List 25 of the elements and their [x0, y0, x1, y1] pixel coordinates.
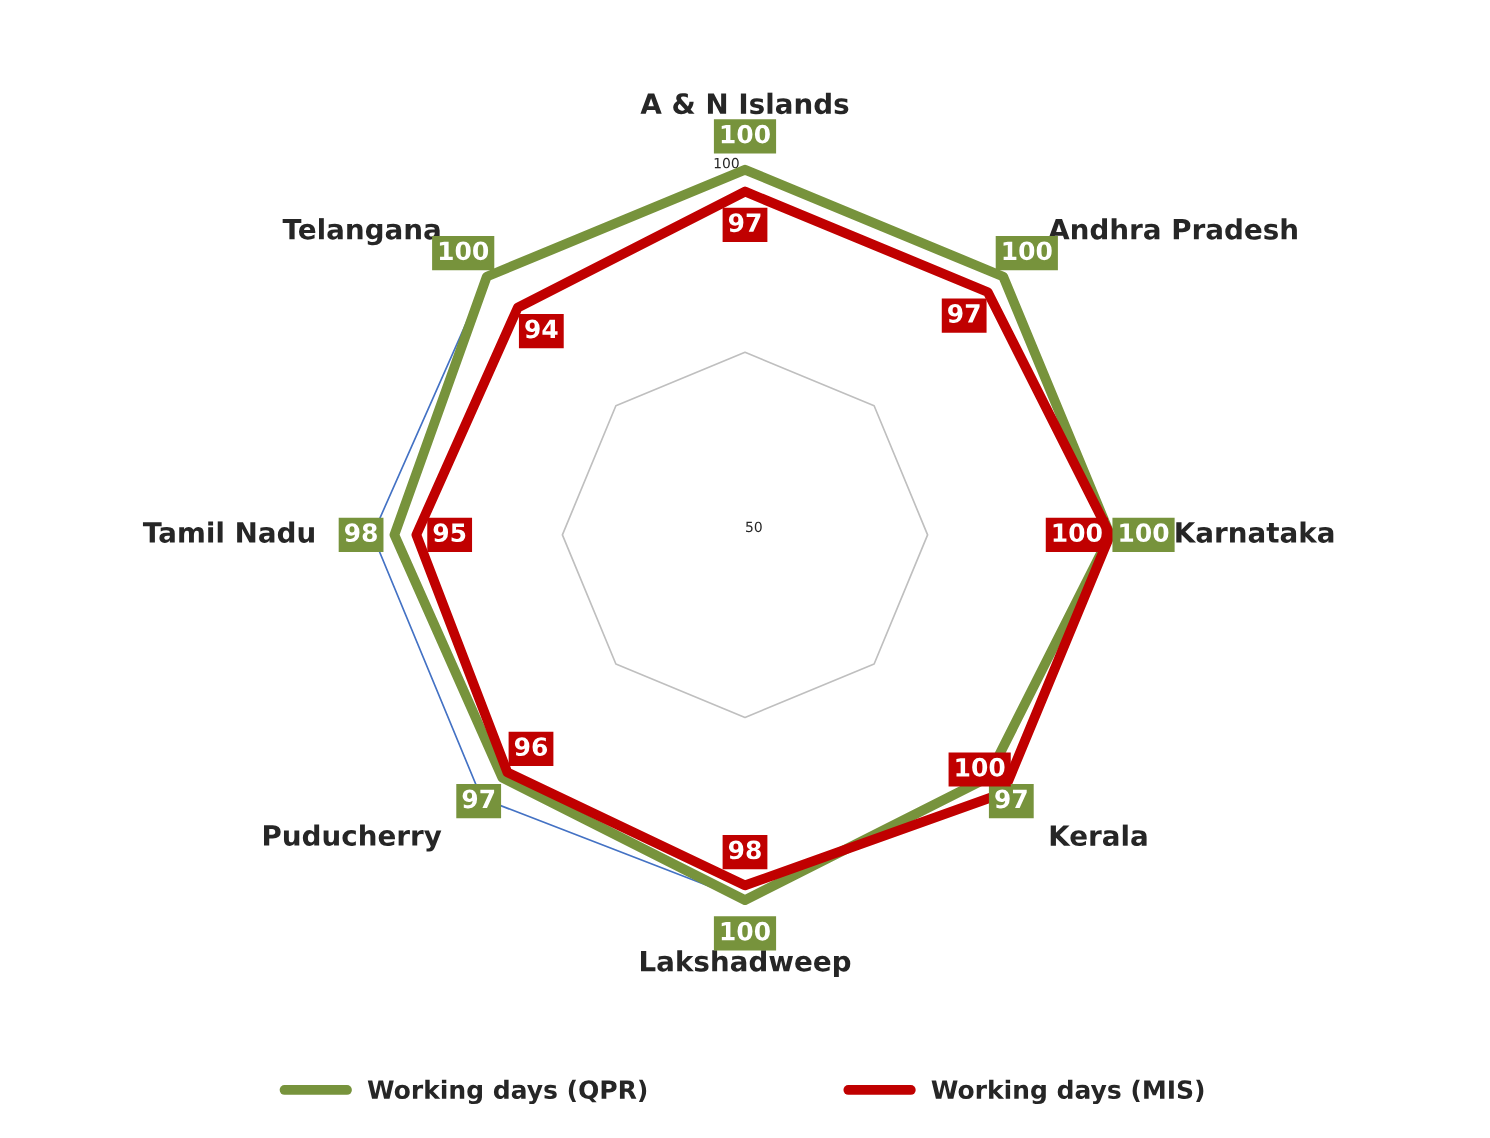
legend-label: Working days (MIS)	[931, 1079, 1204, 1105]
data-label: 97	[462, 789, 495, 809]
data-label: 97	[948, 304, 980, 323]
legend-label: Working days (QPR)	[367, 1079, 647, 1105]
y-tick-label: 50	[746, 521, 762, 533]
data-label: 98	[728, 840, 761, 860]
data-label: 97	[728, 213, 761, 233]
spoke-label: Lakshadweep	[641, 950, 851, 978]
data-label: 100	[1120, 523, 1169, 543]
data-label: 100	[439, 241, 489, 261]
data-label: 95	[433, 523, 466, 543]
spoke-label: Telangana	[282, 218, 440, 246]
spoke-label: A & N Islands	[640, 92, 849, 115]
spoke-label: Andhra Pradesh	[1048, 218, 1297, 240]
data-label: 97	[995, 789, 1027, 809]
data-label: 94	[525, 319, 558, 339]
spoke-label: Puducherry	[264, 824, 442, 852]
spoke-label: Tamil Nadu	[142, 521, 314, 543]
spoke-label: Kerala	[1050, 824, 1147, 847]
data-label: 96	[514, 737, 548, 757]
data-label: 98	[344, 523, 377, 543]
data-label: 100	[1003, 241, 1052, 261]
data-label: 100	[956, 757, 1005, 777]
spoke-label: Karnataka	[1176, 521, 1334, 543]
data-label: 100	[1053, 523, 1102, 543]
